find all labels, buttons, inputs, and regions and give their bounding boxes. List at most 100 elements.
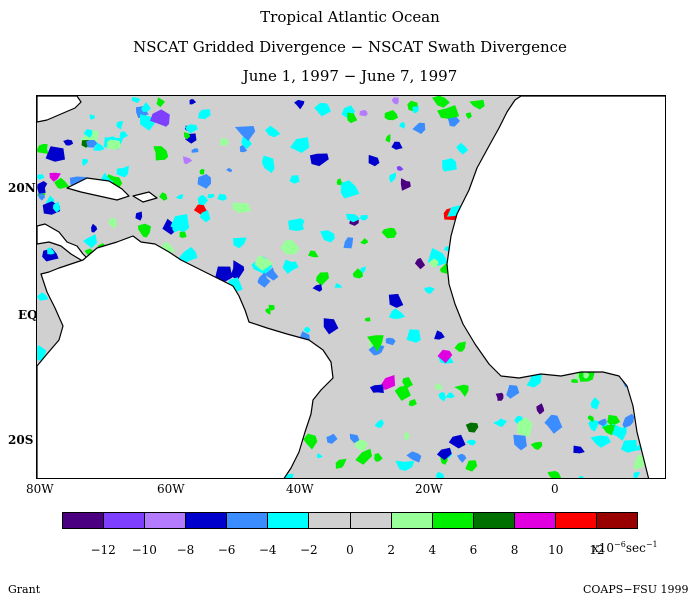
divergence-patch bbox=[37, 174, 45, 180]
divergence-patch bbox=[89, 114, 95, 120]
divergence-patch bbox=[254, 255, 274, 271]
divergence-patch bbox=[156, 97, 165, 108]
x-tick-20w: 20W bbox=[415, 482, 443, 496]
divergence-patch bbox=[406, 329, 421, 343]
divergence-patch bbox=[346, 213, 361, 223]
divergence-patch bbox=[116, 165, 129, 178]
colorbar-segment bbox=[391, 513, 433, 528]
divergence-patch bbox=[429, 258, 439, 268]
x-tick-80w: 80W bbox=[26, 482, 54, 496]
divergence-patch bbox=[343, 237, 354, 249]
divergence-patch bbox=[570, 379, 578, 383]
colorbar-label: −6 bbox=[217, 543, 236, 557]
divergence-patch bbox=[544, 414, 563, 434]
map-panel bbox=[36, 95, 666, 479]
divergence-patch bbox=[466, 439, 476, 446]
divergence-patch bbox=[316, 453, 323, 458]
divergence-patch bbox=[384, 110, 398, 121]
divergence-patch bbox=[465, 422, 479, 433]
colorbar-segment bbox=[597, 513, 638, 528]
divergence-patch bbox=[493, 418, 507, 427]
divergence-patch bbox=[381, 227, 397, 239]
divergence-patch bbox=[170, 214, 190, 233]
units-prefix: x10 bbox=[592, 541, 615, 555]
colorbar-label: −4 bbox=[258, 543, 277, 557]
divergence-patch bbox=[590, 397, 600, 410]
divergence-patch bbox=[232, 202, 252, 213]
divergence-patch bbox=[47, 247, 55, 255]
divergence-patch bbox=[588, 419, 599, 432]
divergence-patch bbox=[406, 451, 422, 463]
x-tick-40w: 40W bbox=[286, 482, 314, 496]
divergence-patch bbox=[435, 471, 445, 478]
divergence-patch bbox=[424, 286, 435, 294]
colorbar-label: −8 bbox=[176, 543, 195, 557]
divergence-patch bbox=[264, 267, 279, 281]
divergence-patch bbox=[83, 129, 93, 138]
divergence-patch bbox=[454, 384, 469, 397]
divergence-patch bbox=[445, 392, 455, 399]
footer-credit: COAPS−FSU 1999 bbox=[583, 583, 689, 596]
divergence-patch bbox=[189, 99, 197, 105]
divergence-patch bbox=[602, 424, 615, 436]
divergence-patch bbox=[448, 434, 466, 449]
divergence-patch bbox=[107, 218, 117, 229]
divergence-patch bbox=[414, 257, 426, 270]
divergence-patch bbox=[298, 218, 305, 226]
divergence-patch bbox=[347, 112, 358, 124]
divergence-patch bbox=[360, 238, 368, 245]
divergence-patch bbox=[412, 122, 426, 134]
divergence-patch bbox=[385, 133, 391, 143]
divergence-patch bbox=[42, 248, 59, 262]
divergence-patch bbox=[457, 453, 467, 463]
land-masses bbox=[37, 96, 665, 478]
divergence-patch bbox=[135, 211, 143, 221]
colorbar bbox=[62, 512, 638, 529]
divergence-map bbox=[37, 96, 665, 478]
colorbar-label: 2 bbox=[387, 543, 395, 557]
divergence-patch bbox=[179, 231, 187, 238]
title-line-3: June 1, 1997 − June 7, 1997 bbox=[242, 67, 458, 85]
colorbar-label: 4 bbox=[428, 543, 437, 557]
divergence-patch bbox=[257, 272, 271, 288]
divergence-patch bbox=[309, 153, 329, 167]
divergence-patch bbox=[316, 272, 329, 286]
divergence-patch bbox=[241, 135, 252, 149]
divergence-patch bbox=[198, 109, 211, 120]
divergence-patch bbox=[289, 175, 300, 184]
divergence-patch bbox=[185, 124, 198, 134]
divergence-patch bbox=[385, 337, 396, 346]
divergence-patch bbox=[230, 260, 245, 280]
divergence-patch bbox=[308, 250, 319, 258]
colorbar-label: 0 bbox=[346, 543, 354, 557]
colorbar-segment bbox=[268, 513, 310, 528]
divergence-patch bbox=[86, 140, 98, 148]
y-tick-20s: 20S bbox=[8, 433, 34, 447]
divergence-patch bbox=[583, 372, 590, 379]
divergence-patch bbox=[234, 126, 256, 141]
divergence-patch bbox=[388, 293, 404, 308]
divergence-patch bbox=[265, 125, 281, 138]
colorbar-label: −2 bbox=[299, 543, 318, 557]
title-line-2: NSCAT Gridded Divergence − NSCAT Swath D… bbox=[133, 38, 567, 56]
divergence-patch bbox=[268, 304, 275, 311]
land-hispaniola bbox=[132, 191, 158, 203]
divergence-patch bbox=[402, 377, 413, 389]
divergence-patch bbox=[131, 97, 140, 103]
divergence-patch bbox=[465, 460, 478, 472]
x-tick-60w: 60W bbox=[157, 482, 185, 496]
divergence-patch bbox=[107, 139, 122, 150]
divergence-patch bbox=[261, 155, 275, 173]
divergence-patch bbox=[388, 308, 406, 319]
colorbar-segment bbox=[186, 513, 228, 528]
colorbar-label: 6 bbox=[469, 543, 478, 557]
divergence-patch bbox=[436, 447, 452, 461]
divergence-patch bbox=[437, 349, 453, 364]
divergence-patch bbox=[312, 284, 323, 292]
divergence-patch bbox=[116, 121, 124, 130]
divergence-patch bbox=[137, 223, 151, 238]
divergence-patch bbox=[396, 166, 404, 171]
colorbar-segment bbox=[555, 513, 598, 528]
divergence-patch bbox=[45, 146, 65, 162]
colorbar-label: −10 bbox=[131, 543, 157, 557]
